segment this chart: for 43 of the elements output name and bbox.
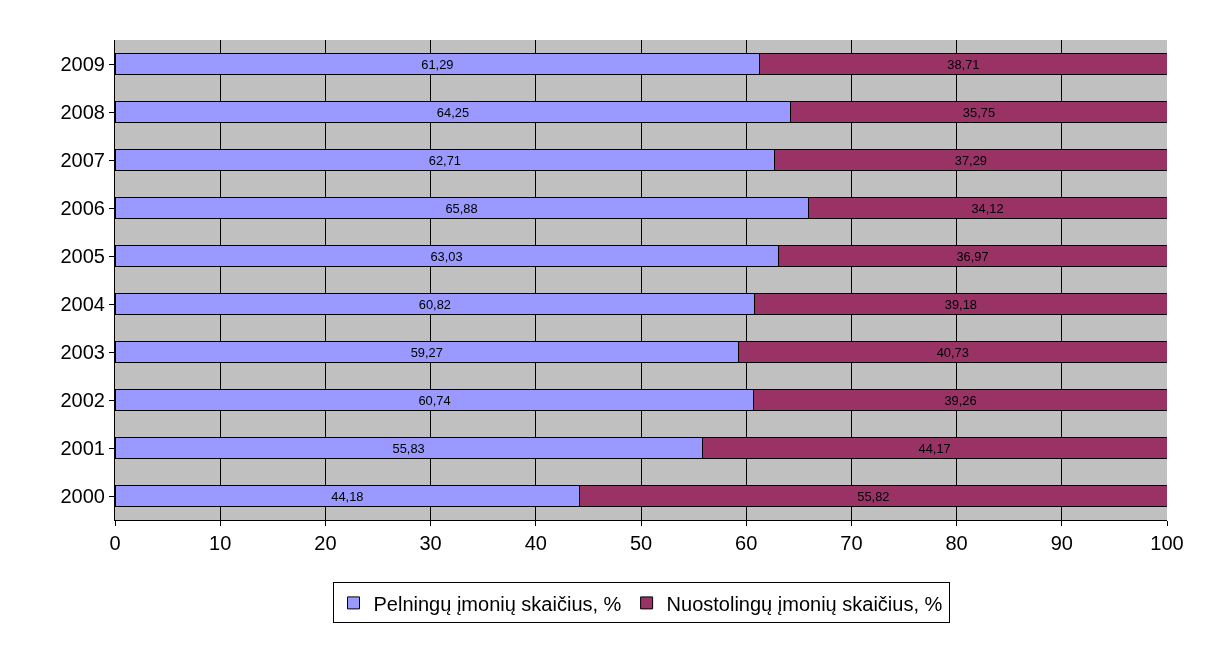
y-tick-label: 2001 (60, 437, 105, 459)
data-label: 64,25 (436, 104, 470, 120)
data-label: 59,27 (410, 344, 443, 360)
y-tick-label: 2007 (60, 149, 105, 171)
data-label: 39,26 (944, 392, 977, 408)
legend-label: Pelningų įmonių skaičius, % (373, 592, 622, 615)
data-label: 36,97 (956, 248, 989, 264)
data-label: 65,88 (445, 200, 478, 216)
data-label: 40,73 (936, 344, 969, 360)
legend-label: Nuostolingų įmonių skaičius, % (666, 592, 943, 615)
data-label: 34,12 (971, 200, 1004, 216)
x-tick-label: 0 (109, 532, 121, 554)
x-tick-label: 90 (1050, 532, 1073, 554)
data-label: 35,75 (962, 104, 996, 120)
x-tick-label: 10 (209, 532, 232, 554)
y-tick-label: 2005 (60, 245, 105, 267)
data-label: 60,82 (418, 296, 452, 312)
data-label: 63,03 (430, 248, 463, 264)
x-tick-label: 20 (314, 532, 337, 554)
data-label: 55,83 (392, 440, 425, 456)
data-label: 62,71 (428, 152, 461, 168)
y-tick-label: 2008 (60, 101, 105, 123)
y-tick-label: 2000 (60, 485, 105, 507)
x-tick-label: 50 (629, 532, 653, 554)
y-tick-label: 2006 (60, 197, 105, 219)
data-label: 55,82 (857, 488, 890, 504)
x-tick-label: 40 (524, 532, 547, 554)
x-tick-label: 70 (840, 532, 863, 554)
y-tick-label: 2004 (60, 293, 105, 315)
x-tick-label: 100 (1150, 532, 1184, 554)
x-tick-label: 60 (735, 532, 758, 554)
data-label: 60,74 (418, 392, 451, 408)
data-label: 39,18 (944, 296, 978, 312)
data-label: 38,71 (947, 56, 980, 72)
data-label: 44,17 (918, 440, 951, 456)
x-tick-label: 80 (945, 532, 968, 554)
data-label: 37,29 (954, 152, 987, 168)
data-label: 61,29 (421, 56, 454, 72)
y-tick-label: 2003 (60, 341, 105, 363)
y-tick-label: 2002 (60, 389, 105, 411)
data-label: 44,18 (331, 488, 364, 504)
y-tick-label: 2009 (60, 53, 105, 75)
x-tick-label: 30 (419, 532, 442, 554)
